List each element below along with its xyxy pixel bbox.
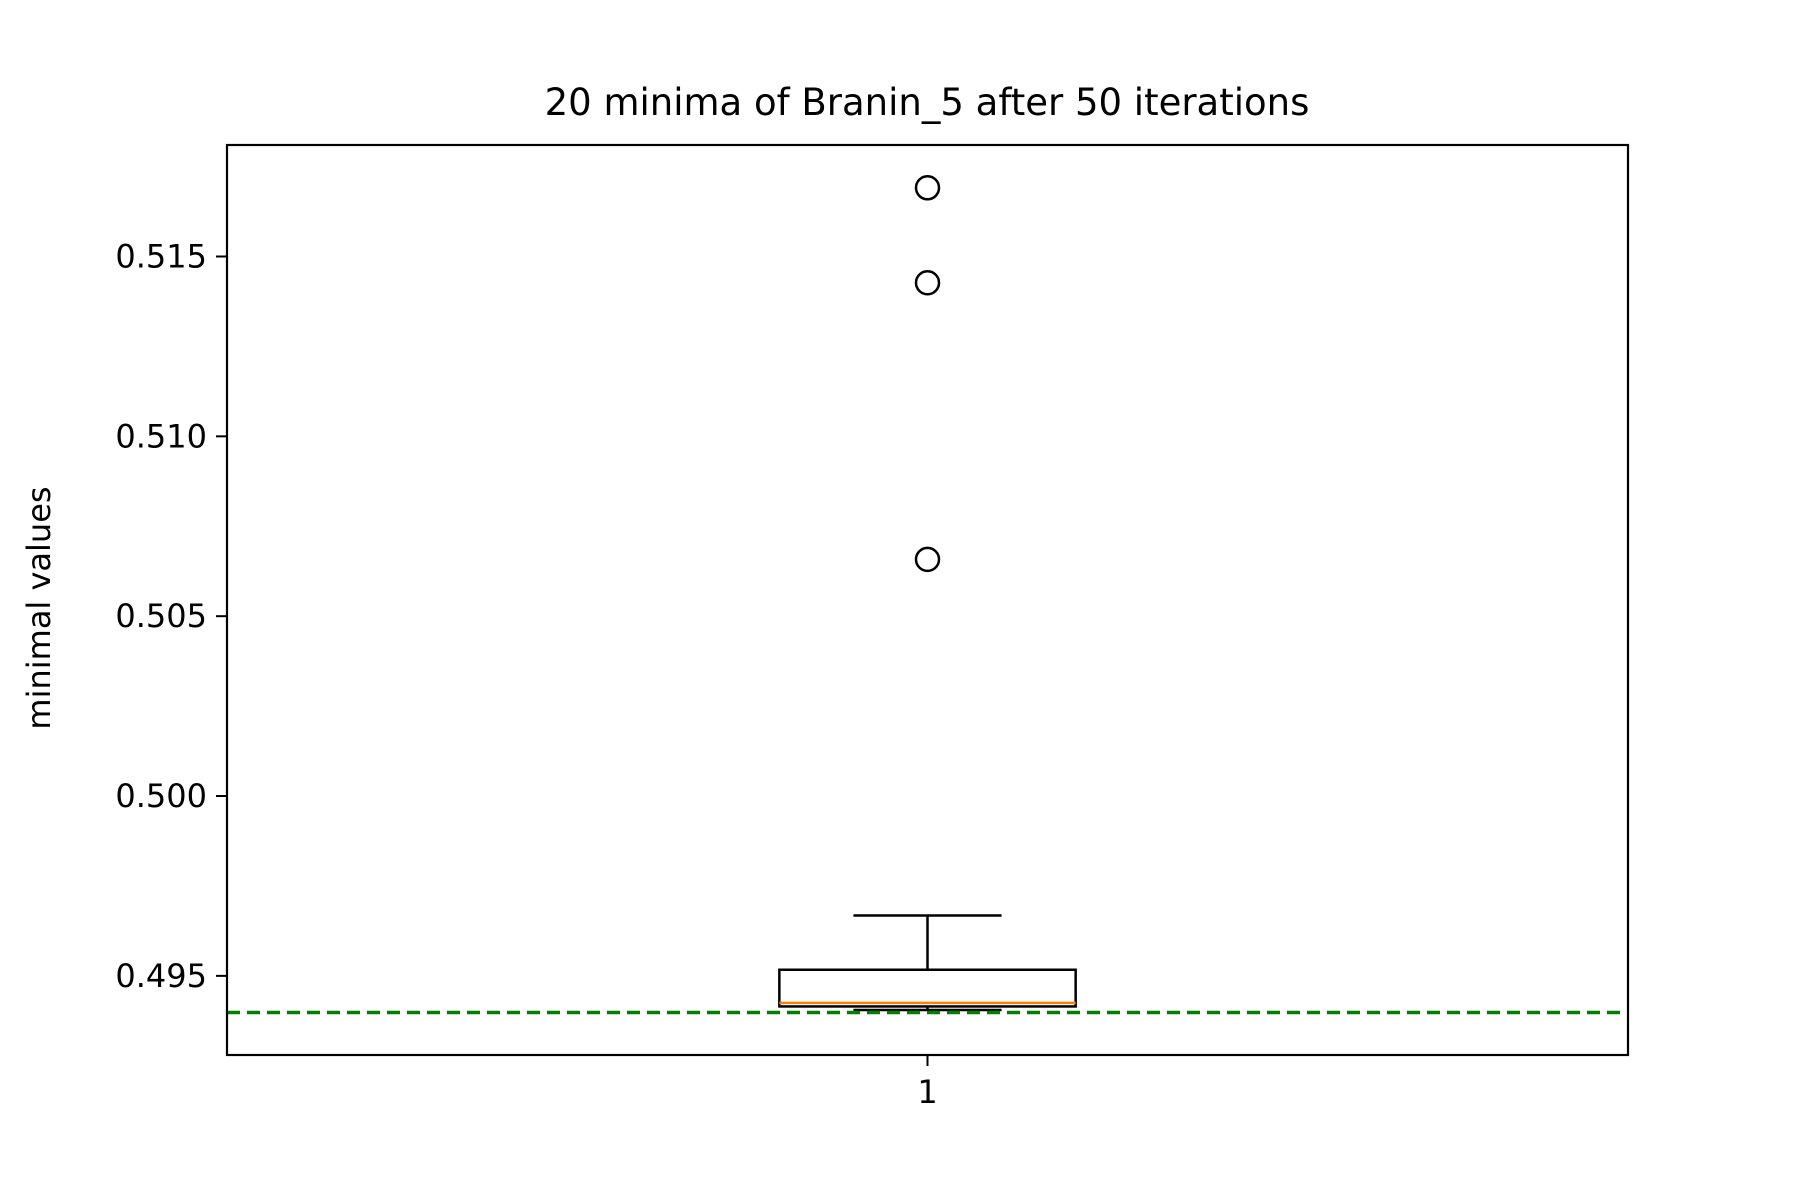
x-tick-label: 1 <box>917 1073 937 1111</box>
y-tick-label: 0.510 <box>115 417 207 455</box>
outlier-point <box>914 546 941 573</box>
box-group <box>778 175 1077 1012</box>
y-tick-label: 0.500 <box>115 777 207 815</box>
iqr-box <box>778 968 1077 1008</box>
plot-content <box>227 175 1628 1015</box>
outlier-point <box>914 270 941 296</box>
y-axis-label: minimal values <box>20 486 58 729</box>
y-tick-label: 0.505 <box>115 597 207 635</box>
y-axis-ticks: 0.495 0.500 0.505 0.510 0.515 <box>115 238 227 995</box>
chart-title: 20 minima of Branin_5 after 50 iteration… <box>545 81 1310 124</box>
y-tick-label: 0.515 <box>115 238 207 276</box>
outlier-point <box>914 175 941 201</box>
x-axis-ticks: 1 <box>917 1055 938 1111</box>
plot-frame <box>225 143 1630 1057</box>
y-tick-label: 0.495 <box>115 957 207 995</box>
